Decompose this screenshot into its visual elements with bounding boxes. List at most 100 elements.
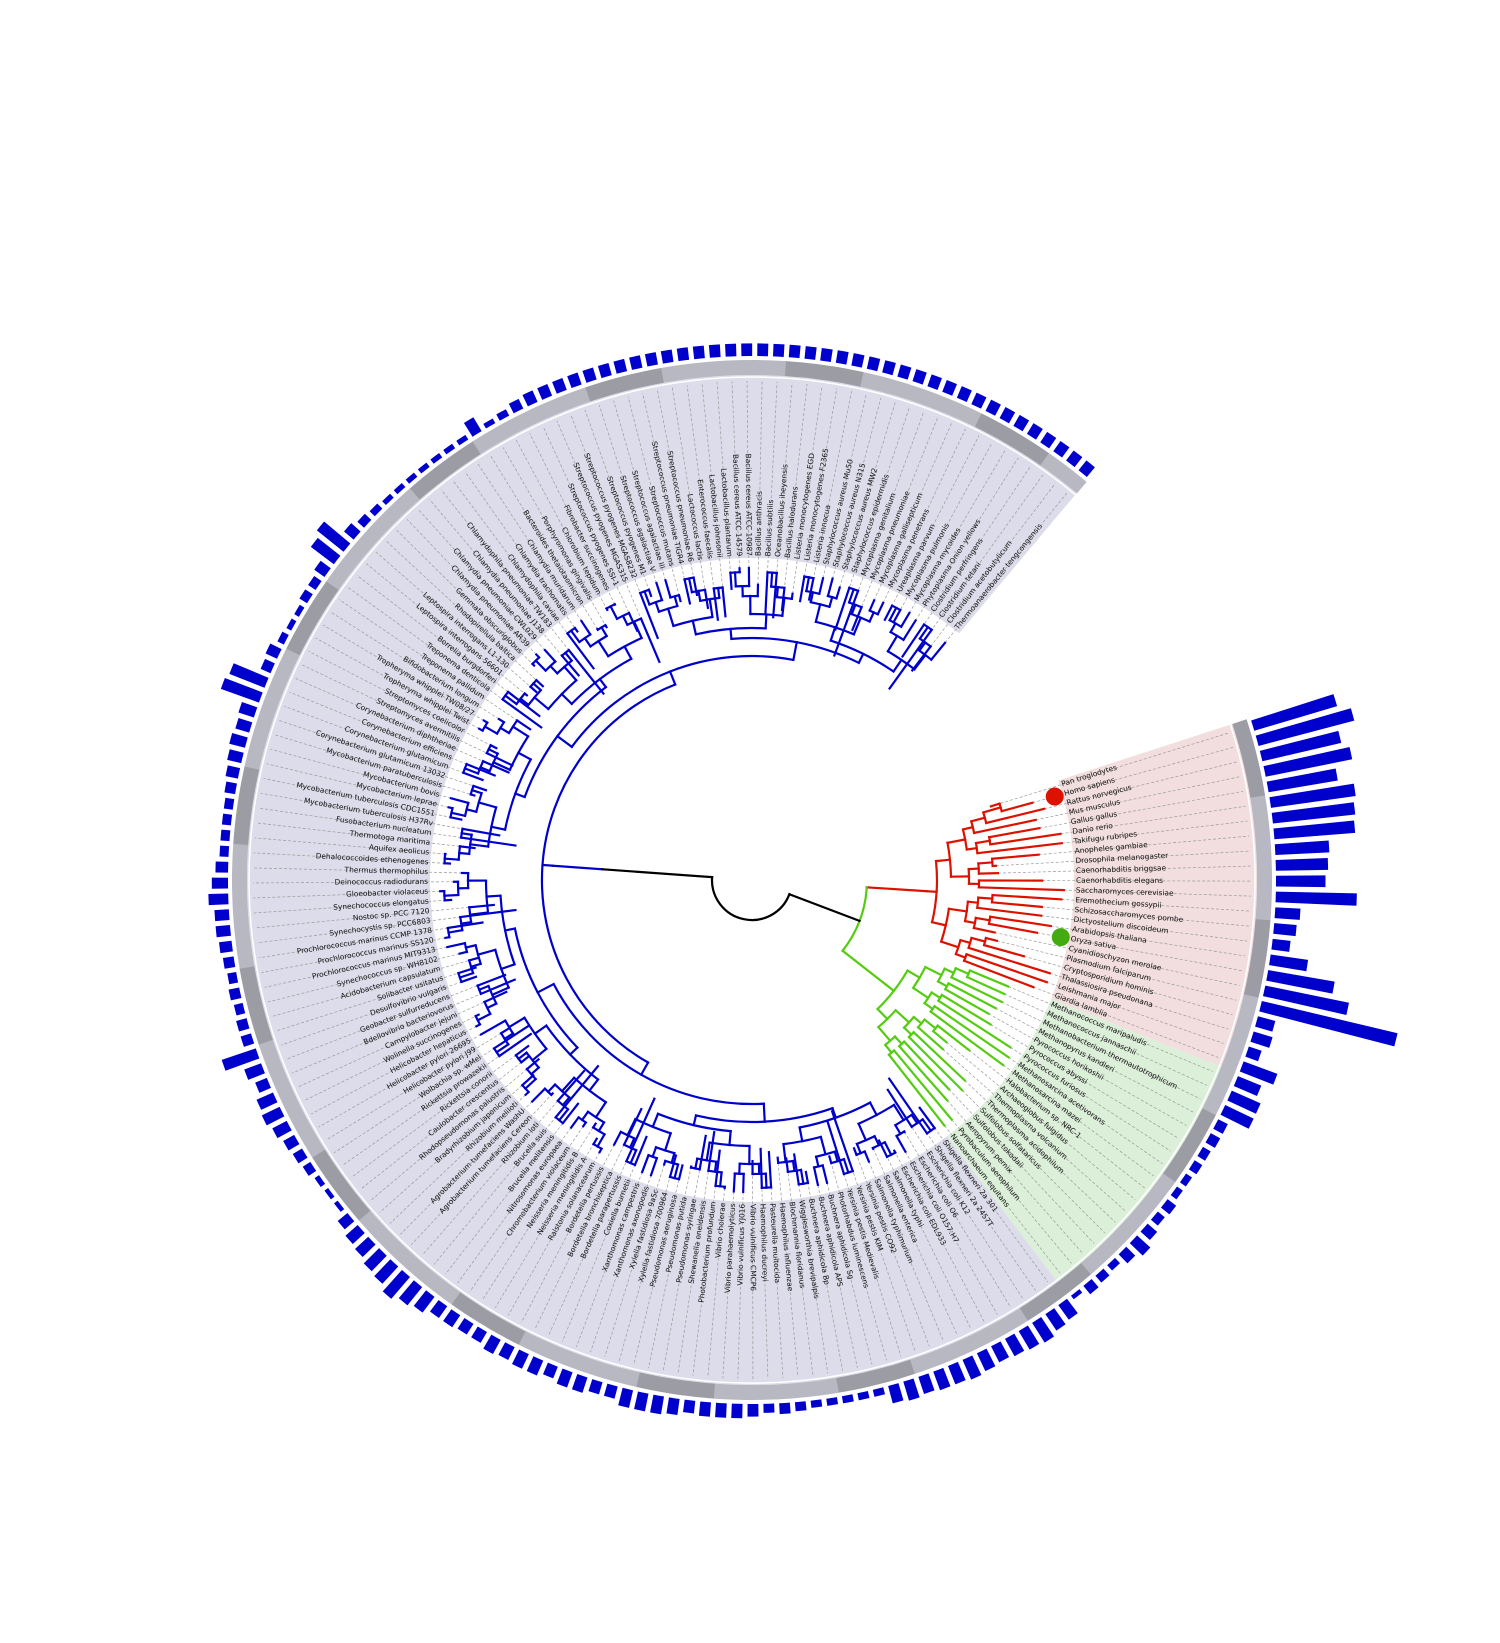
leaf-guide [457, 1127, 572, 1284]
branch [887, 1053, 946, 1128]
leaf-bar [897, 364, 912, 380]
branch [467, 956, 480, 962]
leaf-bar [956, 386, 972, 403]
branch [892, 608, 902, 624]
ring-segment [620, 1368, 640, 1387]
leaf-bar [588, 1379, 603, 1395]
branch [764, 613, 768, 630]
branch [580, 1110, 590, 1122]
ring-segment [1240, 749, 1260, 769]
leaf-bar [1262, 985, 1350, 1016]
leaf-bar [634, 1391, 649, 1412]
ring-segment [244, 750, 263, 770]
ring-segment [241, 766, 260, 785]
branch [651, 1112, 660, 1129]
branch [917, 640, 927, 653]
branch [534, 678, 545, 688]
leaf-bar [219, 940, 233, 954]
ring-segment [1221, 1052, 1241, 1073]
branch-arc [710, 875, 791, 922]
branch [969, 816, 987, 823]
ring-segment [739, 360, 756, 376]
leaf-label: Saccharomyces cerevisiae [1076, 885, 1174, 897]
leaf-bar [211, 877, 229, 889]
branch [876, 1025, 892, 1043]
leaf-bar [971, 392, 987, 409]
ring-segment [235, 935, 253, 954]
branch [651, 1145, 658, 1159]
branch [532, 695, 550, 711]
leaf-bar [851, 353, 865, 368]
branch [501, 697, 543, 729]
branch [946, 838, 967, 845]
leaf-bar [1250, 1031, 1273, 1048]
branch [632, 620, 644, 640]
leaf-guide [911, 483, 1056, 671]
leaf-bar [382, 1269, 411, 1299]
branch [959, 938, 972, 945]
branch [443, 893, 460, 897]
branch [519, 1054, 531, 1064]
branch [594, 1100, 608, 1119]
branch [629, 1148, 638, 1165]
leaf-guide [737, 1191, 744, 1379]
branch [533, 1024, 548, 1036]
leaf-guide [379, 1075, 534, 1213]
branch [546, 1083, 557, 1094]
leaf-bar [1129, 1235, 1151, 1256]
ring-segment [232, 859, 248, 876]
branch [912, 1015, 923, 1026]
leaf-guide [556, 420, 660, 662]
leaf-guide [411, 1093, 553, 1245]
leaf-bar [1070, 1289, 1083, 1300]
ring-segment [464, 1300, 486, 1322]
ring-segment [541, 398, 563, 419]
tree-branches [439, 566, 1065, 1194]
leaf-bar [1078, 460, 1095, 477]
branch [721, 586, 727, 618]
ring-segment [1006, 1308, 1028, 1330]
branch [883, 604, 894, 622]
leaf-bar [866, 356, 881, 372]
branch [530, 1047, 548, 1062]
branch [733, 571, 737, 588]
branch [567, 648, 606, 696]
ring-segment [938, 1343, 959, 1364]
leaf-bar [223, 797, 235, 810]
leaf-bar [256, 1092, 278, 1110]
branch [912, 1030, 967, 1083]
leaf-guide [951, 1119, 1072, 1264]
ring-segment [966, 1330, 987, 1351]
ring-segment [281, 1095, 303, 1117]
ring-segment [1247, 964, 1265, 983]
leaf-bar [1188, 1160, 1203, 1175]
leaf-bar [1053, 440, 1070, 458]
leaf-guide [873, 422, 953, 601]
branch [729, 571, 733, 591]
ring-segment [1252, 934, 1269, 952]
leaf-bar [272, 1120, 292, 1139]
leaf-guide [253, 890, 441, 899]
leaf-guide [356, 574, 540, 717]
ring-segment [237, 950, 255, 969]
branch [886, 634, 899, 653]
branch [798, 575, 806, 603]
leaf-guide [270, 748, 452, 799]
branch [732, 1172, 736, 1193]
leaf-bar [225, 765, 241, 779]
leaf-bar [324, 1188, 335, 1200]
leaf-guide [817, 1184, 858, 1368]
ring-segment [1187, 1121, 1209, 1144]
ring-segment [249, 1010, 269, 1030]
ring-segment [296, 1123, 318, 1145]
leaf-guide [835, 406, 911, 630]
branch [673, 1163, 680, 1180]
ring-segment [303, 1136, 326, 1158]
leaf-guide [507, 1152, 600, 1316]
branch [947, 907, 968, 913]
leaf-guide [1063, 889, 1251, 897]
branch [907, 1035, 964, 1092]
leaf-guide [915, 457, 1019, 621]
branch [583, 636, 593, 648]
ring-segment [729, 1384, 746, 1400]
